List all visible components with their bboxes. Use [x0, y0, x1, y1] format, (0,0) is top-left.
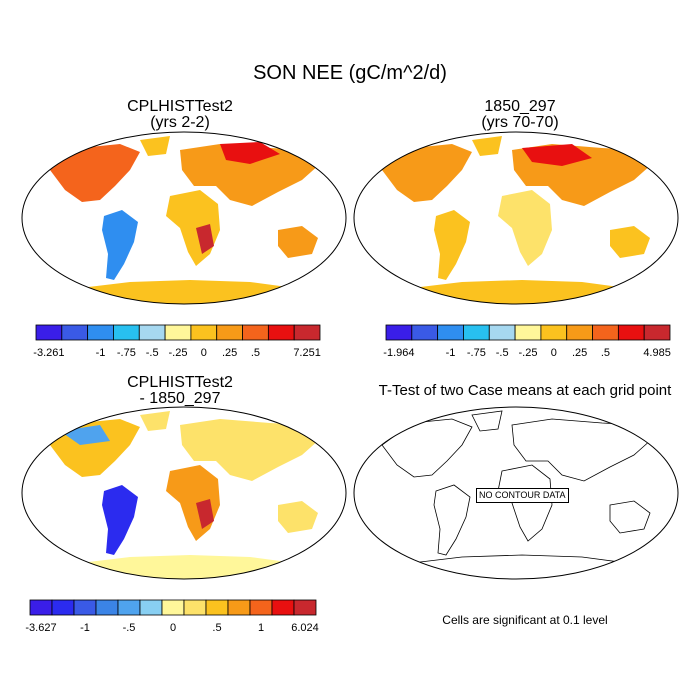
colorbar-label: -.5: [123, 622, 136, 634]
colorbar-swatch: [643, 324, 671, 341]
colorbar-label: -.75: [117, 347, 136, 359]
colorbar-swatch: [51, 599, 75, 616]
map-panel-1: [21, 131, 347, 305]
colorbar-label: -1.964: [383, 347, 414, 359]
panel-4-title: T-Test of two Case means at each grid po…: [378, 382, 672, 399]
colorbar-swatch: [271, 599, 295, 616]
colorbar-swatch: [514, 324, 542, 341]
colorbar-label: 1: [258, 622, 264, 634]
colorbar-swatch: [139, 599, 163, 616]
colorbar-swatch: [138, 324, 166, 341]
colorbar-swatch: [164, 324, 192, 341]
colorbar-label: -.5: [496, 347, 509, 359]
map-panel-2: [353, 131, 679, 305]
colorbar-swatch: [293, 324, 321, 341]
panel-2-title-line2: (yrs 70-70): [481, 114, 559, 131]
colorbar-swatch: [113, 324, 140, 341]
colorbar-swatch: [117, 599, 141, 616]
colorbar-swatch: [61, 324, 89, 341]
colorbar-swatch: [216, 324, 243, 341]
colorbar-swatch: [242, 324, 269, 341]
colorbar-label: 6.024: [291, 622, 319, 634]
panel-3-title: CPLHISTTest2 - 1850_297: [60, 375, 300, 407]
colorbar-label: .5: [251, 347, 260, 359]
colorbar-label: -1: [96, 347, 106, 359]
colorbar-swatch: [227, 599, 251, 616]
panel-2-title: 1850_297 (yrs 70-70): [400, 99, 640, 131]
panel-3-title-line2: - 1850_297: [139, 390, 221, 407]
colorbar-label: 0: [201, 347, 207, 359]
colorbar-swatch: [463, 324, 490, 341]
panel-1-title: CPLHISTTest2 (yrs 2-2): [60, 99, 300, 131]
colorbar-label: -.5: [146, 347, 159, 359]
colorbar-1: -3.261 -1 -.75 -.5 -.25 0 .25 .5 7.251: [33, 324, 321, 359]
colorbar-swatch: [566, 324, 593, 341]
colorbar-label: -3.627: [25, 622, 56, 634]
colorbar-swatch: [488, 324, 516, 341]
colorbar-swatch: [87, 324, 114, 341]
colorbar-swatch: [249, 599, 273, 616]
colorbar-swatch: [437, 324, 464, 341]
colorbar-label: .5: [601, 347, 610, 359]
colorbar-swatch: [385, 324, 413, 341]
no-contour-label: NO CONTOUR DATA: [476, 488, 569, 503]
colorbar-swatch: [73, 599, 97, 616]
colorbar-2: -1.964 -1 -.75 -.5 -.25 0 .25 .5 4.985: [383, 324, 671, 359]
colorbar-label: -.25: [169, 347, 188, 359]
colorbar-swatch: [205, 599, 229, 616]
colorbar-swatch: [183, 599, 207, 616]
panel-2-title-line1: 1850_297: [484, 98, 556, 115]
significance-note: Cells are significant at 0.1 level: [442, 613, 608, 627]
colorbar-label: -.25: [519, 347, 538, 359]
colorbar-label: -3.261: [33, 347, 64, 359]
colorbar-label: 4.985: [643, 347, 671, 359]
colorbar-label: .5: [212, 622, 221, 634]
colorbar-swatch: [267, 324, 295, 341]
panel-1-title-line1: CPLHISTTest2: [127, 98, 233, 115]
colorbar-label: 0: [170, 622, 176, 634]
panel-3-title-line1: CPLHISTTest2: [127, 374, 233, 391]
panel-1-title-line2: (yrs 2-2): [150, 114, 210, 131]
colorbar-swatch: [161, 599, 185, 616]
colorbar-swatch: [411, 324, 439, 341]
colorbar-swatch: [95, 599, 119, 616]
colorbar-label: -.75: [467, 347, 486, 359]
colorbar-3: -3.627 -1 -.5 0 .5 1 6.024: [25, 599, 319, 634]
colorbar-swatch: [617, 324, 645, 341]
figure-title: SON NEE (gC/m^2/d): [253, 62, 447, 84]
colorbar-label: .25: [222, 347, 237, 359]
colorbar-label: 0: [551, 347, 557, 359]
map-panel-ttest: [353, 406, 679, 580]
colorbar-swatch: [190, 324, 218, 341]
colorbar-label: -1: [80, 622, 90, 634]
colorbar-swatch: [540, 324, 568, 341]
colorbar-label: .25: [572, 347, 587, 359]
colorbar-label: 7.251: [293, 347, 321, 359]
colorbar-swatch: [592, 324, 619, 341]
colorbar-label: -1: [446, 347, 456, 359]
colorbar-swatch: [35, 324, 63, 341]
colorbar-swatch: [29, 599, 53, 616]
colorbar-swatch: [293, 599, 317, 616]
map-panel-3: [21, 406, 347, 580]
